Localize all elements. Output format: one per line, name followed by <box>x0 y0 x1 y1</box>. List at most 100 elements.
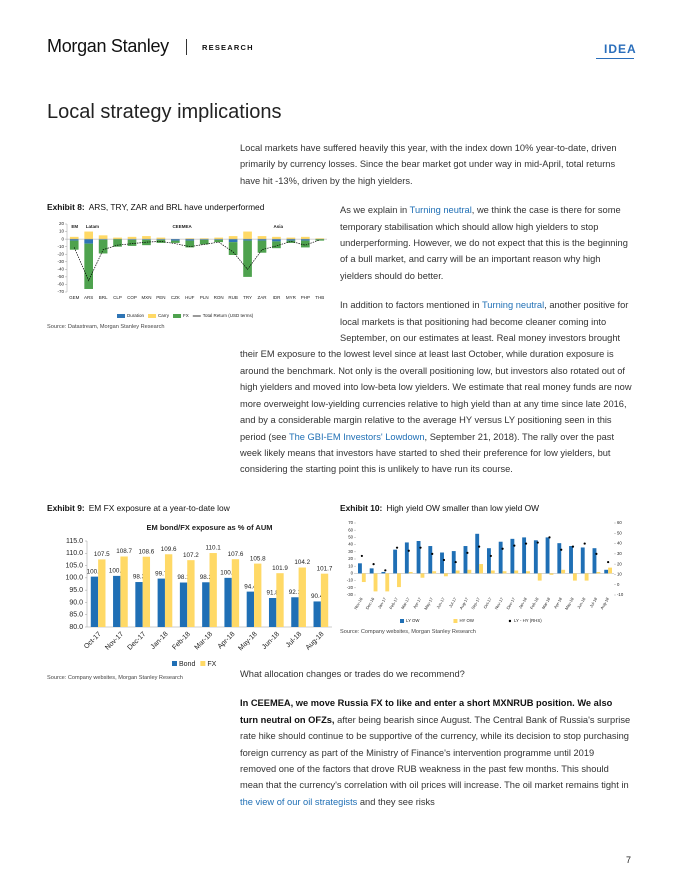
x-tick-label: CZK <box>171 295 180 300</box>
bar <box>592 548 597 574</box>
x-tick-label: May-18 <box>564 596 575 611</box>
group-label: EM <box>71 224 78 229</box>
bar <box>545 537 550 574</box>
section: RESEARCH <box>202 43 254 52</box>
value-label: 98.1 <box>177 574 190 581</box>
text-flow: Local markets have suffered heavily this… <box>47 140 632 491</box>
y-tick-label: -20 <box>57 252 64 257</box>
text-run: and they see risks <box>357 796 435 807</box>
x-tick-label: Aug-18 <box>599 596 610 610</box>
chart: EM bond/FX exposure as % of AUM 115.0 110.… <box>65 523 333 668</box>
value-label: 100.8 <box>109 568 125 575</box>
bar <box>98 239 108 241</box>
bar <box>90 576 99 627</box>
bar <box>301 239 310 241</box>
value-label: 101.7 <box>317 565 333 572</box>
value-label: 107.5 <box>94 551 110 558</box>
bar <box>171 239 180 241</box>
caption-text: EM FX exposure at a year-to-date low <box>88 503 230 513</box>
y-tick-label: 80.0 <box>69 624 83 631</box>
text-run: What allocation changes or trades do we … <box>240 669 465 679</box>
value-label: 105.8 <box>250 555 266 562</box>
bar <box>272 237 281 240</box>
bar <box>127 239 137 241</box>
bar <box>69 237 79 240</box>
x-tick-label: Nov-17 <box>104 631 125 652</box>
y-tick-label: 110.0 <box>66 550 83 557</box>
caption: Exhibit 10: High yield OW smaller than lo… <box>340 503 632 513</box>
dot <box>536 541 539 544</box>
y-tick-label: 115.0 <box>66 538 83 545</box>
x-tick-label: Jul-18 <box>285 631 304 650</box>
y2-tick-label: 40 <box>617 541 622 546</box>
bar <box>113 575 121 627</box>
bar <box>467 569 472 574</box>
bar <box>202 582 210 627</box>
legend-swatch <box>453 619 458 623</box>
bar <box>291 597 299 627</box>
link[interactable]: The GBI-EM Investors' Lowdown <box>288 431 425 442</box>
y-tick-label: 70 <box>348 520 353 525</box>
x-tick-label: Nov-16 <box>353 596 364 610</box>
x-tick-label: Mar-18 <box>541 596 552 610</box>
dot <box>466 551 469 554</box>
legend-swatch <box>117 314 125 319</box>
x-tick-label: Oct-17 <box>482 596 493 610</box>
bar <box>397 573 401 588</box>
group-label: CEEMEA <box>172 224 192 229</box>
legend-label: FX <box>207 661 216 668</box>
bar <box>486 548 491 574</box>
bar <box>84 239 93 244</box>
bar <box>69 239 79 241</box>
bar <box>257 236 267 240</box>
x-tick-label: BRL <box>99 295 108 300</box>
bar <box>569 546 573 574</box>
bar <box>185 240 195 248</box>
y-tick-label: -60 <box>57 282 64 287</box>
x-tick-label: Aug-17 <box>458 596 469 610</box>
bar <box>187 560 195 627</box>
x-tick-label: Feb-17 <box>388 596 399 610</box>
x-tick-label: COP <box>127 295 137 300</box>
y2-tick-label: 60 <box>617 520 622 525</box>
value-label: 108.6 <box>138 548 154 555</box>
tag-rule <box>596 58 634 59</box>
bar <box>243 239 252 241</box>
y-tick-label: 0 <box>61 237 64 242</box>
y-tick-label: 95.0 <box>69 587 83 594</box>
bar <box>420 573 425 578</box>
dot <box>524 542 528 545</box>
dot <box>360 554 363 558</box>
bar <box>156 237 166 240</box>
link[interactable]: Turning neutral <box>409 205 472 216</box>
x-tick-label: MYR <box>286 295 297 300</box>
bar <box>455 570 460 574</box>
bar <box>514 570 519 574</box>
x-tick-label: RON <box>214 295 224 300</box>
bar <box>315 238 325 240</box>
link[interactable]: the view of our oil strategists <box>240 796 358 807</box>
y-tick-label: 10 <box>59 229 65 234</box>
text-run: , September 21, 2018). The rally over th… <box>240 431 615 475</box>
y-tick-label: -70 <box>57 289 64 294</box>
y-tick-label: 100.0 <box>65 575 83 582</box>
link[interactable]: Turning neutral <box>481 300 545 311</box>
y-tick-label: -40 <box>57 267 64 272</box>
bar <box>357 563 362 574</box>
legend-swatch <box>172 661 177 666</box>
x-tick-label: Feb-18 <box>529 596 540 610</box>
bar <box>533 540 538 574</box>
y-tick-label: 40 <box>348 542 353 547</box>
exhibit-8: Exhibit 8: ARS, TRY, ZAR and BRL have und… <box>47 202 331 344</box>
y2-tick-label: 10 <box>617 572 622 577</box>
text-run: Local markets have suffered heavily this… <box>240 143 617 186</box>
y2-tick-label: 20 <box>617 561 622 566</box>
dot <box>372 563 375 566</box>
bar <box>286 240 296 244</box>
dot <box>583 542 586 545</box>
value-label: 90.4 <box>311 593 324 600</box>
bar <box>179 582 188 627</box>
source: Source: Company websites, Morgan Stanley… <box>47 675 183 681</box>
x-tick-label: Jun-18 <box>576 596 587 610</box>
x-tick-label: MXN <box>141 295 151 300</box>
